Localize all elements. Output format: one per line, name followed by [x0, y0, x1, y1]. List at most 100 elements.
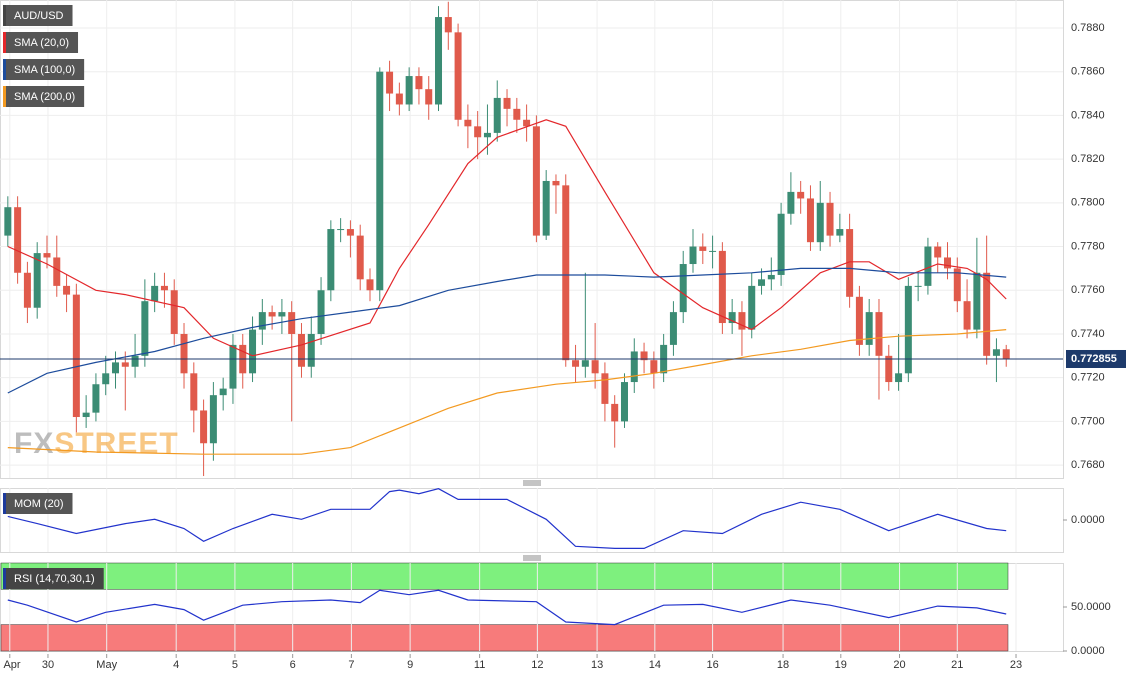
candle-body [777, 213, 785, 275]
candle-body [346, 229, 354, 236]
candle-body [620, 382, 628, 422]
candle-body [268, 312, 276, 317]
candle-body [718, 250, 726, 324]
candle-body [855, 296, 863, 345]
legend-item: SMA (100,0) [3, 59, 85, 80]
candle-body [914, 285, 922, 287]
x-tick-label: 18 [777, 659, 789, 671]
candle-body [963, 301, 971, 330]
x-tick-label: 7 [348, 659, 354, 671]
candle-body [288, 312, 296, 334]
candle-body [934, 246, 942, 258]
legend-item: SMA (20,0) [3, 32, 79, 53]
candle-body [405, 76, 413, 105]
rsi-band [0, 624, 1009, 652]
candle-body [219, 388, 227, 396]
candle-body [112, 362, 120, 374]
legend-label: SMA (20,0) [14, 37, 69, 49]
candle-body [992, 349, 1000, 356]
x-tick-label: 5 [232, 659, 238, 671]
legend-swatch [3, 86, 6, 107]
y-tick-label: 0.0000 [1071, 514, 1105, 526]
candle-body [53, 257, 61, 286]
candle-body [581, 360, 589, 367]
legend-box [3, 568, 104, 589]
x-tick-label: 30 [42, 659, 54, 671]
candle-body [454, 32, 462, 120]
candle-body [885, 355, 893, 383]
candle-body [92, 384, 100, 413]
legend-item: RSI (14,70,30,1) [3, 568, 104, 589]
y-tick-label: 0.7700 [1071, 415, 1105, 427]
candle-body [72, 294, 80, 418]
y-tick-label: 50.0000 [1071, 601, 1111, 613]
y-tick-label: 0.7780 [1071, 240, 1105, 252]
x-tick-label: 16 [706, 659, 718, 671]
legend-item: MOM (20) [3, 493, 73, 514]
candle-body [249, 329, 257, 374]
candle-body [601, 373, 609, 404]
candle-body [797, 191, 805, 199]
candle-body [327, 229, 335, 291]
candle-body [160, 285, 168, 291]
candle-body [748, 285, 756, 330]
y-tick-label: 0.0000 [1071, 645, 1105, 657]
candle-body [297, 333, 305, 367]
candle-body [875, 312, 883, 356]
x-tick-label: May [96, 659, 117, 671]
candle-body [924, 246, 932, 286]
legend-label: MOM (20) [14, 498, 64, 510]
candle-body [767, 274, 775, 280]
candle-body [131, 355, 139, 367]
candle-body [611, 403, 619, 422]
candle-body [895, 373, 903, 383]
candle-body [229, 344, 237, 389]
candle-body [151, 285, 159, 302]
legend-box [3, 32, 79, 53]
x-tick-label: 21 [951, 659, 963, 671]
candle-body [669, 312, 677, 345]
candle-body [141, 301, 149, 356]
series-line [7, 589, 1007, 626]
rsi-band [0, 562, 1009, 590]
legend-box [3, 493, 73, 514]
candle-body [904, 285, 912, 374]
series-line [7, 119, 1007, 357]
candle-body [787, 191, 795, 214]
x-tick-label: 20 [893, 659, 905, 671]
candle-body [650, 360, 658, 374]
x-tick-label: 4 [173, 659, 179, 671]
candle-body [102, 373, 110, 385]
legend-item: AUD/USD [3, 5, 73, 26]
candle-body [591, 360, 599, 374]
candle-body [121, 362, 129, 367]
x-tick-label: 9 [407, 659, 413, 671]
candle-body [503, 97, 511, 109]
candle-body [1002, 349, 1010, 359]
candle-body [444, 17, 452, 33]
y-tick-label: 0.7680 [1071, 459, 1105, 471]
candle-body [14, 207, 22, 273]
candle-body [728, 312, 736, 324]
series-line [7, 488, 1007, 549]
last-price-box [1066, 349, 1126, 368]
candle-body [709, 250, 717, 252]
legend-swatch [3, 5, 6, 26]
legend-box [3, 5, 73, 26]
candle-body [640, 351, 648, 361]
y-tick-label: 0.7760 [1071, 284, 1105, 296]
candle-body [23, 272, 31, 308]
legend-swatch [3, 32, 6, 53]
candle-body [846, 229, 854, 297]
candle-body [307, 333, 315, 367]
x-tick-label: 12 [531, 659, 543, 671]
candle-body [836, 229, 844, 236]
candle-body [679, 264, 687, 313]
x-tick-label: 6 [290, 659, 296, 671]
candle-body [513, 108, 521, 120]
y-tick-label: 0.7820 [1071, 153, 1105, 165]
legend-item: SMA (200,0) [3, 86, 85, 107]
y-tick-label: 0.7740 [1071, 328, 1105, 340]
candle-body [483, 132, 491, 138]
